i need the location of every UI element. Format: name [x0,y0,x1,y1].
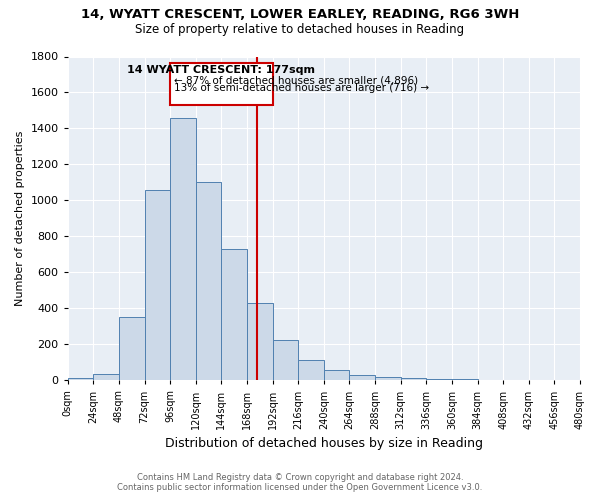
Bar [580,378,600,380]
Text: ← 87% of detached houses are smaller (4,896): ← 87% of detached houses are smaller (4,… [175,75,419,85]
Text: 14, WYATT CRESCENT, LOWER EARLEY, READING, RG6 3WH: 14, WYATT CRESCENT, LOWER EARLEY, READIN… [81,8,519,20]
Bar [221,249,247,380]
Bar [401,378,427,380]
Text: Contains HM Land Registry data © Crown copyright and database right 2024.
Contai: Contains HM Land Registry data © Crown c… [118,473,482,492]
Bar [349,375,375,380]
Bar [119,316,145,380]
Bar [298,360,324,380]
Bar [68,378,94,380]
Bar [196,182,221,380]
Text: 13% of semi-detached houses are larger (716) →: 13% of semi-detached houses are larger (… [175,84,430,94]
Bar [170,118,196,380]
Y-axis label: Number of detached properties: Number of detached properties [15,131,25,306]
X-axis label: Distribution of detached houses by size in Reading: Distribution of detached houses by size … [165,437,483,450]
Bar [145,190,170,380]
FancyBboxPatch shape [170,63,272,105]
Text: 14 WYATT CRESCENT: 177sqm: 14 WYATT CRESCENT: 177sqm [127,66,316,76]
Bar [272,340,298,380]
Bar [427,379,452,380]
Text: Size of property relative to detached houses in Reading: Size of property relative to detached ho… [136,22,464,36]
Bar [94,374,119,380]
Bar [375,377,401,380]
Bar [324,370,349,380]
Bar [247,303,272,380]
